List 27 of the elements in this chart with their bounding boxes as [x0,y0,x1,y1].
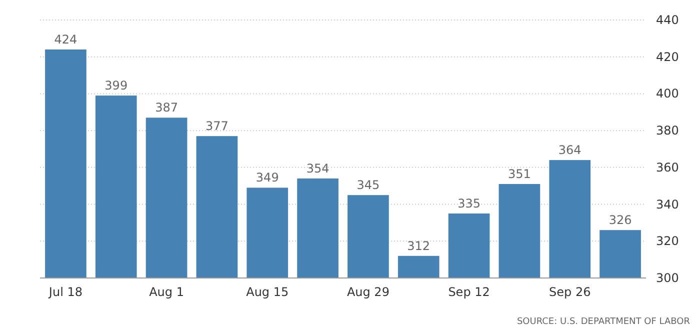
x-tick-label: Aug 15 [246,285,289,299]
x-tick-label: Aug 29 [346,285,390,299]
data-label: 349 [256,170,279,185]
y-tick-label: 320 [656,234,679,248]
data-label: 335 [458,196,480,210]
data-label: 354 [306,161,330,176]
y-tick-label: 360 [656,160,679,174]
data-label: 364 [558,143,582,158]
y-tick-label: 300 [656,271,679,285]
x-tick-label: Sep 12 [448,285,490,299]
y-tick-label: 340 [656,197,679,212]
x-tick-label: Jul 18 [48,285,82,299]
y-tick-label: 380 [656,124,679,138]
y-tick-label: 420 [656,50,679,64]
data-label: 377 [206,119,228,134]
data-label: 399 [104,78,128,93]
y-tick-label: 440 [656,13,679,27]
source-note: SOURCE: U.S. DEPARTMENT OF LABOR [516,317,690,327]
data-label: 351 [508,167,531,182]
data-label: 312 [407,238,430,253]
x-tick-label: Sep 26 [549,285,591,299]
data-label: 424 [54,32,78,46]
data-label: 387 [155,100,178,115]
data-label: 345 [356,178,380,192]
x-tick-label: Aug 1 [149,285,184,299]
data-label: 326 [608,213,632,228]
y-tick-label: 400 [656,86,679,101]
